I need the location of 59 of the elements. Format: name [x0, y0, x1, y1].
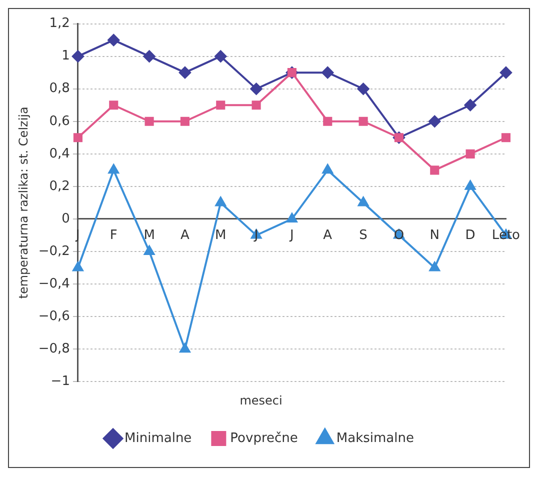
point: [215, 196, 226, 206]
point: [322, 66, 334, 79]
point: [500, 66, 512, 79]
y-tick-label: 0,4: [49, 146, 70, 162]
y-tick-label: 0,6: [49, 114, 70, 129]
y-tick-label: −0,2: [38, 244, 70, 259]
legend-label: Maksimalne: [336, 430, 414, 446]
x-tick-label: A: [180, 228, 190, 244]
x-tick-label: A: [323, 228, 332, 244]
point: [430, 166, 440, 175]
x-tick-label: M: [144, 228, 155, 244]
point: [428, 115, 441, 128]
y-tick-label: −0,8: [38, 341, 70, 356]
point: [143, 50, 156, 62]
y-tick-label: 0,2: [49, 178, 70, 194]
x-tick-label: Leto: [492, 228, 520, 244]
point: [108, 34, 120, 46]
point: [286, 212, 298, 222]
point: [358, 116, 368, 126]
y-tick-label: 0,8: [49, 81, 70, 96]
point: [109, 100, 118, 110]
x-tick-label: M: [215, 228, 226, 244]
point: [144, 245, 155, 255]
point: [180, 343, 190, 353]
point: [72, 50, 84, 62]
point: [464, 180, 476, 190]
point: [323, 116, 332, 126]
legend-label: Povprečne: [230, 430, 298, 446]
point: [250, 82, 262, 95]
x-tick-label: S: [359, 228, 368, 244]
y-axis-title: temperaturna razlika: st. Celzija: [16, 106, 30, 299]
x-tick-label: D: [465, 228, 476, 244]
point: [252, 100, 261, 110]
x-tick-label: F: [110, 228, 118, 244]
point: [178, 66, 191, 79]
point: [464, 99, 476, 112]
y-tick-label: 1: [62, 48, 70, 64]
point: [108, 164, 119, 174]
point: [72, 262, 84, 272]
y-tick-label: −0,6: [38, 308, 70, 324]
y-tick-label: −1: [50, 374, 70, 389]
x-tick-label: N: [430, 228, 440, 244]
y-tick-label: 1,2: [49, 16, 70, 32]
point: [466, 149, 475, 158]
point: [216, 100, 226, 110]
point: [180, 116, 190, 126]
point: [144, 116, 154, 126]
y-tick-label: −0,4: [38, 276, 70, 292]
point: [214, 50, 227, 62]
point: [322, 164, 333, 174]
legend-label: Minimalne: [124, 430, 192, 446]
point: [358, 196, 369, 206]
x-tick-label: J: [289, 228, 294, 244]
point: [501, 133, 511, 142]
point: [429, 262, 440, 272]
point: [357, 82, 370, 95]
x-axis-title: meseci: [240, 394, 282, 408]
y-tick-label: 0: [62, 211, 70, 226]
point: [73, 133, 83, 142]
